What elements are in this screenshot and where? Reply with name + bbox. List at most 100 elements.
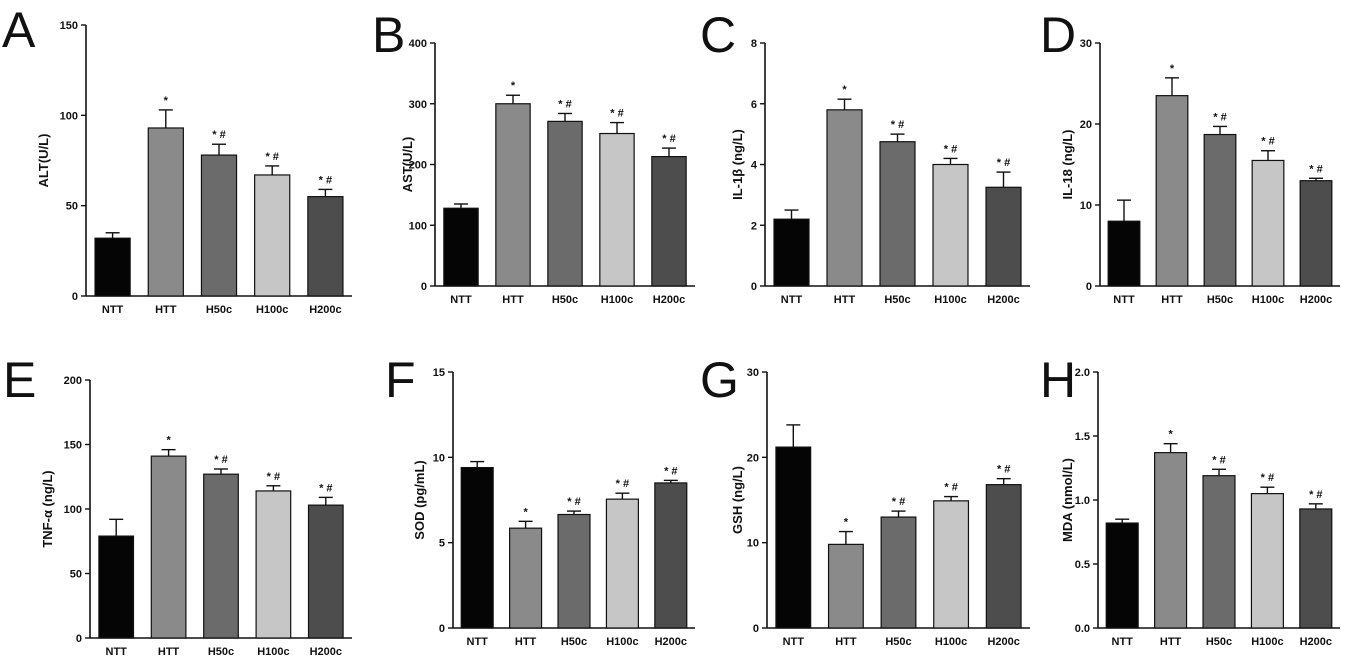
bar-h200c [1299, 508, 1333, 629]
y-tick-label: 150 [64, 440, 82, 452]
x-tick-label: H100c [606, 636, 638, 648]
x-tick-label: H200c [987, 294, 1019, 306]
bar-h100c [932, 163, 969, 287]
bar-htt [509, 527, 543, 629]
bar-h50c [880, 516, 917, 629]
bar-h100c [255, 490, 292, 639]
bar-h200c [985, 186, 1022, 287]
y-tick-label: 4 [751, 160, 758, 172]
y-tick-label: 10 [433, 452, 445, 464]
x-tick-label: H100c [1252, 294, 1284, 306]
y-tick-label: 1.5 [1075, 431, 1090, 443]
y-tick-label: 20 [1080, 119, 1092, 131]
significance-marker: * # [892, 496, 905, 508]
significance-marker: * [1170, 63, 1175, 75]
bar-h100c [933, 500, 970, 629]
bar-h50c [203, 473, 239, 639]
x-tick-label: H100c [601, 294, 633, 306]
significance-marker: * # [1212, 454, 1225, 466]
bar-htt [495, 103, 531, 287]
significance-marker: * # [267, 471, 280, 483]
significance-marker: * [844, 517, 849, 529]
y-tick-label: 100 [60, 110, 78, 122]
bar-h200c [307, 196, 344, 297]
significance-marker: * # [319, 482, 332, 494]
x-tick-label: H200c [310, 646, 342, 658]
bar-htt [150, 455, 187, 639]
y-axis-title: TNF-α (ng/L) [40, 470, 55, 547]
significance-marker: * [1168, 429, 1173, 441]
significance-marker: * # [1309, 163, 1322, 175]
x-tick-label: H200c [987, 636, 1019, 648]
x-tick-label: HTT [835, 636, 857, 648]
y-tick-label: 0.0 [1075, 623, 1090, 635]
significance-marker: * # [1261, 136, 1274, 148]
bar-h100c [1250, 493, 1284, 629]
x-tick-label: H50c [208, 646, 234, 658]
y-tick-label: 0 [1086, 281, 1092, 293]
significance-marker: * [842, 84, 847, 96]
x-tick-label: NTT [106, 646, 128, 658]
x-tick-label: HTT [834, 294, 856, 306]
bar-h100c [605, 498, 639, 629]
chart-panel-c: C 0 2 4 6 8 IL-1β (ng/L) NTT * HTT * # H50c * # H100c… [700, 7, 1030, 306]
y-tick-label: 10 [747, 538, 759, 550]
y-tick-label: 30 [747, 367, 759, 379]
significance-marker: * # [944, 482, 957, 494]
chart-panel-h: H 0.0 0.5 1.0 1.5 2.0 MDA (nmol/L) NTT * HTT * # H5… [1040, 352, 1340, 648]
bar-ntt [460, 466, 494, 629]
x-tick-label: H50c [552, 294, 578, 306]
significance-marker: * # [944, 143, 957, 155]
significance-marker: * [164, 95, 169, 107]
y-tick-label: 50 [70, 569, 82, 581]
y-tick-label: 100 [64, 504, 82, 516]
panel-letter: G [700, 352, 739, 408]
bar-h100c [1251, 159, 1285, 287]
y-tick-label: 0 [753, 623, 759, 635]
x-tick-label: HTT [1161, 294, 1183, 306]
y-tick-label: 0 [76, 633, 82, 645]
chart-panel-g: G 0 10 20 30 GSH (ng/L) NTT * HTT * # H50c * # H100c… [700, 352, 1030, 648]
significance-marker: * # [214, 454, 227, 466]
y-tick-label: 5 [439, 538, 445, 550]
x-tick-label: H50c [561, 636, 587, 648]
bar-h200c [985, 484, 1022, 629]
y-axis-title: ALT(U/L) [36, 134, 51, 188]
x-tick-label: NTT [1113, 294, 1135, 306]
panel-letter: A [2, 2, 36, 58]
y-tick-label: 2.0 [1075, 367, 1090, 379]
y-axis-title: AST(U/L) [400, 137, 415, 193]
x-tick-label: H200c [1300, 636, 1332, 648]
bar-ntt [1107, 220, 1141, 287]
significance-marker: * [166, 435, 171, 447]
bar-htt [1154, 452, 1188, 629]
bar-ntt [773, 218, 810, 287]
bar-h200c [1299, 180, 1333, 287]
panel-letter: H [1040, 352, 1076, 408]
y-tick-label: 2 [751, 220, 757, 232]
x-tick-label: HTT [158, 646, 180, 658]
significance-marker: * # [567, 496, 580, 508]
chart-panel-f: F 0 5 10 15 SOD (pg/mL) NTT * HTT * # H50c * # H100c… [385, 352, 695, 648]
significance-marker: * # [997, 464, 1010, 476]
significance-marker: * # [1213, 111, 1226, 123]
y-tick-label: 8 [751, 38, 757, 50]
chart-panel-a: A 0 50 100 150 ALT(U/L) NTT * HTT * # H50c * # H100c… [2, 2, 352, 316]
x-tick-label: H50c [885, 636, 911, 648]
bar-h100c [599, 132, 635, 287]
y-tick-label: 0 [421, 281, 427, 293]
x-tick-label: H50c [206, 304, 232, 316]
y-tick-label: 400 [409, 38, 427, 50]
panel-letter: E [3, 352, 36, 408]
y-axis-title: IL-18 (ng/L) [1060, 129, 1075, 199]
y-tick-label: 15 [433, 367, 445, 379]
significance-marker: * [511, 80, 516, 92]
y-tick-label: 150 [60, 20, 78, 32]
bar-htt [1155, 95, 1189, 287]
y-axis-title: GSH (ng/L) [730, 466, 745, 534]
bar-htt [147, 127, 184, 297]
x-tick-label: H100c [257, 646, 289, 658]
x-tick-label: NTT [783, 636, 805, 648]
bar-ntt [775, 446, 812, 629]
